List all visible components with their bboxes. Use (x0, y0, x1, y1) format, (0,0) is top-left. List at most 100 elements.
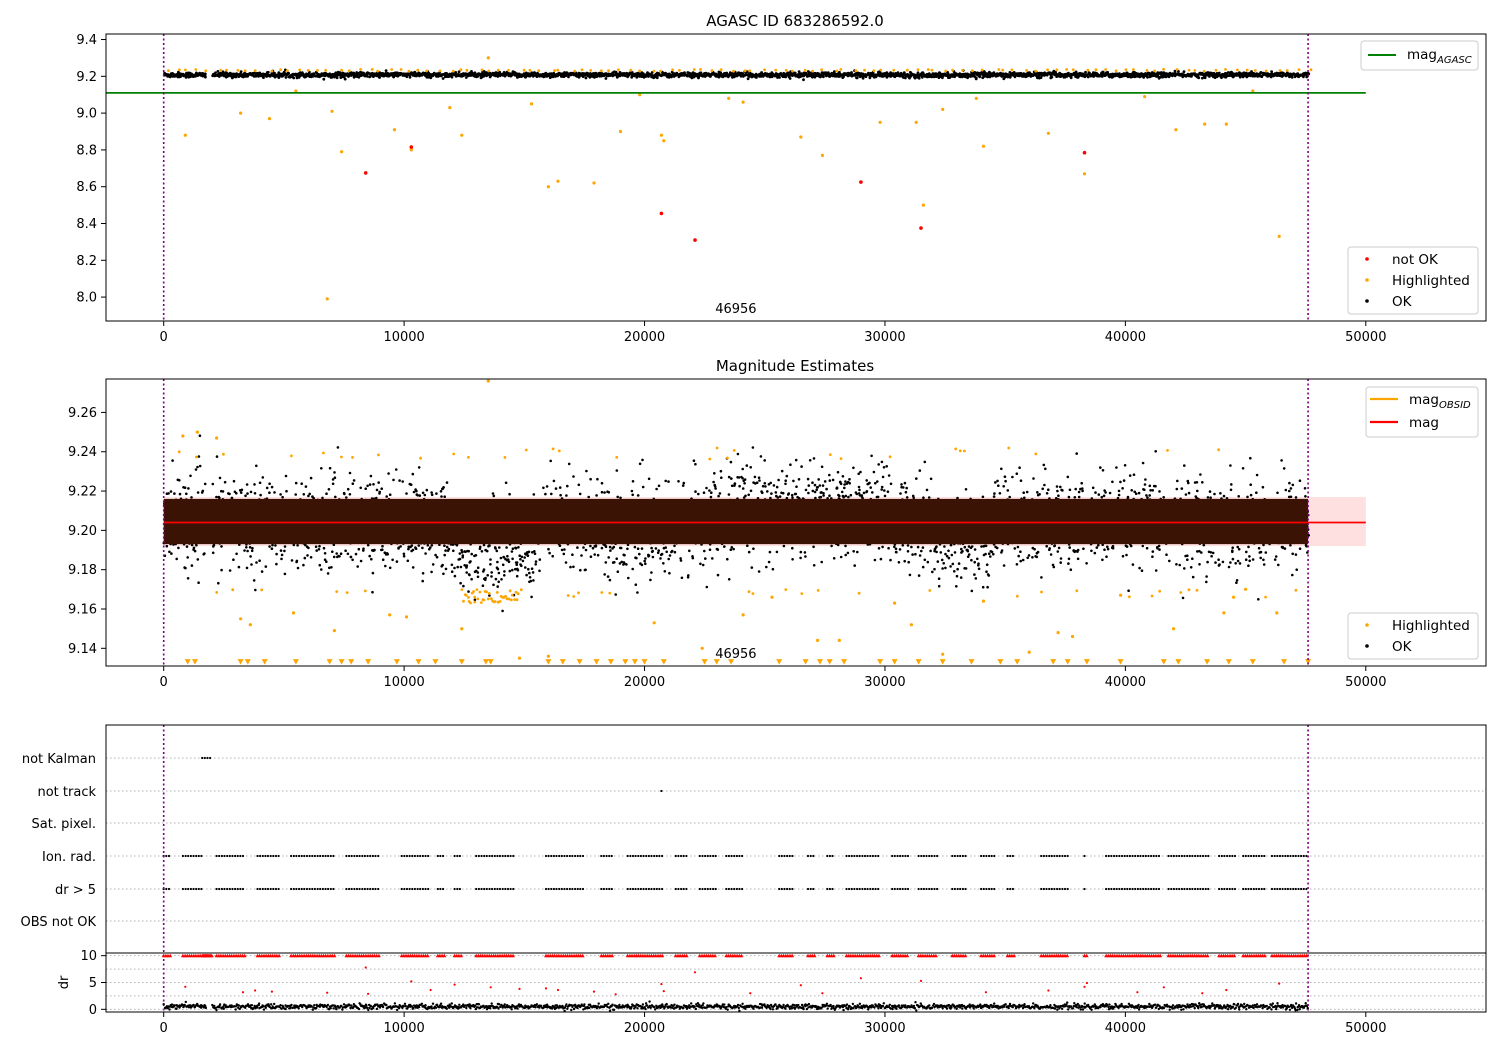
ok-point (664, 546, 667, 549)
ok-point (893, 545, 896, 549)
highlighted-point (1071, 68, 1075, 72)
highlighted-point (652, 69, 656, 73)
ok-point (608, 578, 612, 582)
ok-point (356, 565, 360, 568)
ok-point (493, 546, 497, 549)
ok-point (527, 550, 531, 554)
ok-point (902, 71, 906, 75)
highlighted-point (930, 68, 934, 72)
ok-point (211, 551, 215, 555)
ok-point (489, 563, 492, 566)
ok-point (279, 549, 283, 552)
ok-point (500, 578, 503, 581)
ok-point (732, 547, 735, 551)
highlighted-point (330, 109, 334, 113)
highlighted-point (980, 68, 984, 72)
ok-point (440, 495, 443, 498)
ok-point (750, 566, 754, 569)
ok-point (245, 483, 249, 486)
x-tick-label: 10000 (383, 330, 424, 345)
ok-point (576, 546, 579, 549)
ok-point (187, 71, 191, 75)
ok-point (811, 73, 815, 77)
ok-point (198, 434, 202, 438)
highlighted-point (340, 150, 344, 154)
ok-point (634, 583, 638, 586)
highlighted-point (487, 69, 491, 73)
ok-point (868, 76, 872, 80)
ok-point (899, 492, 902, 495)
ok-point (270, 485, 274, 489)
ok-point (287, 71, 290, 75)
ok-point (644, 562, 647, 566)
ok-point (631, 480, 635, 483)
highlighted-point (460, 133, 464, 137)
series-not-ok (363, 145, 1087, 242)
ok-point (755, 481, 759, 485)
ok-point (889, 482, 893, 486)
ok-point (625, 563, 628, 566)
highlighted-point (892, 68, 896, 72)
ok-point (606, 575, 610, 578)
ok-point (616, 495, 619, 499)
ok-point (239, 70, 243, 73)
ok-point (523, 556, 526, 559)
ok-point (795, 485, 798, 489)
ok-point (600, 481, 604, 485)
ok-point (275, 552, 278, 556)
ok-point (769, 496, 772, 500)
highlighted-point (537, 69, 541, 72)
ok-point (351, 482, 355, 486)
highlighted-point (167, 69, 170, 72)
highlighted-point (1193, 69, 1197, 72)
ok-point (785, 496, 789, 500)
ok-point (665, 550, 668, 554)
ok-point (506, 554, 509, 558)
ok-point (465, 571, 469, 574)
ok-point (511, 557, 514, 561)
ok-point (788, 77, 792, 80)
highlighted-point (732, 69, 735, 73)
ok-point (713, 472, 716, 475)
ok-point (780, 469, 784, 473)
ok-point (828, 479, 832, 482)
ok-point (508, 569, 512, 573)
ok-point (807, 491, 810, 495)
ok-point (627, 576, 630, 580)
ok-point (442, 486, 445, 489)
ok-point (1003, 75, 1007, 79)
ok-point (365, 74, 369, 78)
ok-point (445, 481, 449, 484)
ok-point (589, 477, 592, 481)
ok-point (184, 566, 187, 570)
not-ok-point (363, 171, 368, 175)
ok-point (258, 481, 262, 485)
ok-point (505, 546, 508, 549)
ok-point (619, 496, 622, 500)
ok-point (345, 496, 348, 499)
ok-point (1048, 71, 1052, 75)
ok-point (718, 492, 722, 495)
ok-point (499, 556, 503, 560)
ok-point (726, 557, 729, 561)
ok-point (865, 479, 868, 482)
ok-point (366, 543, 370, 547)
ok-point (336, 446, 340, 449)
ok-point (235, 492, 238, 495)
ok-point (558, 544, 562, 547)
ok-point (496, 567, 500, 571)
ok-point (331, 550, 334, 553)
ok-point (828, 494, 831, 498)
ok-point (392, 478, 395, 482)
ok-point (190, 72, 194, 76)
ok-point (309, 556, 313, 559)
ok-point (462, 584, 465, 588)
ok-point (178, 492, 182, 496)
highlighted-point (1034, 69, 1038, 73)
ok-point (686, 74, 689, 78)
ok-point (741, 467, 744, 471)
ok-point (802, 78, 805, 82)
ok-point (402, 554, 406, 558)
highlighted-point (438, 69, 442, 73)
highlighted-point (638, 69, 641, 73)
